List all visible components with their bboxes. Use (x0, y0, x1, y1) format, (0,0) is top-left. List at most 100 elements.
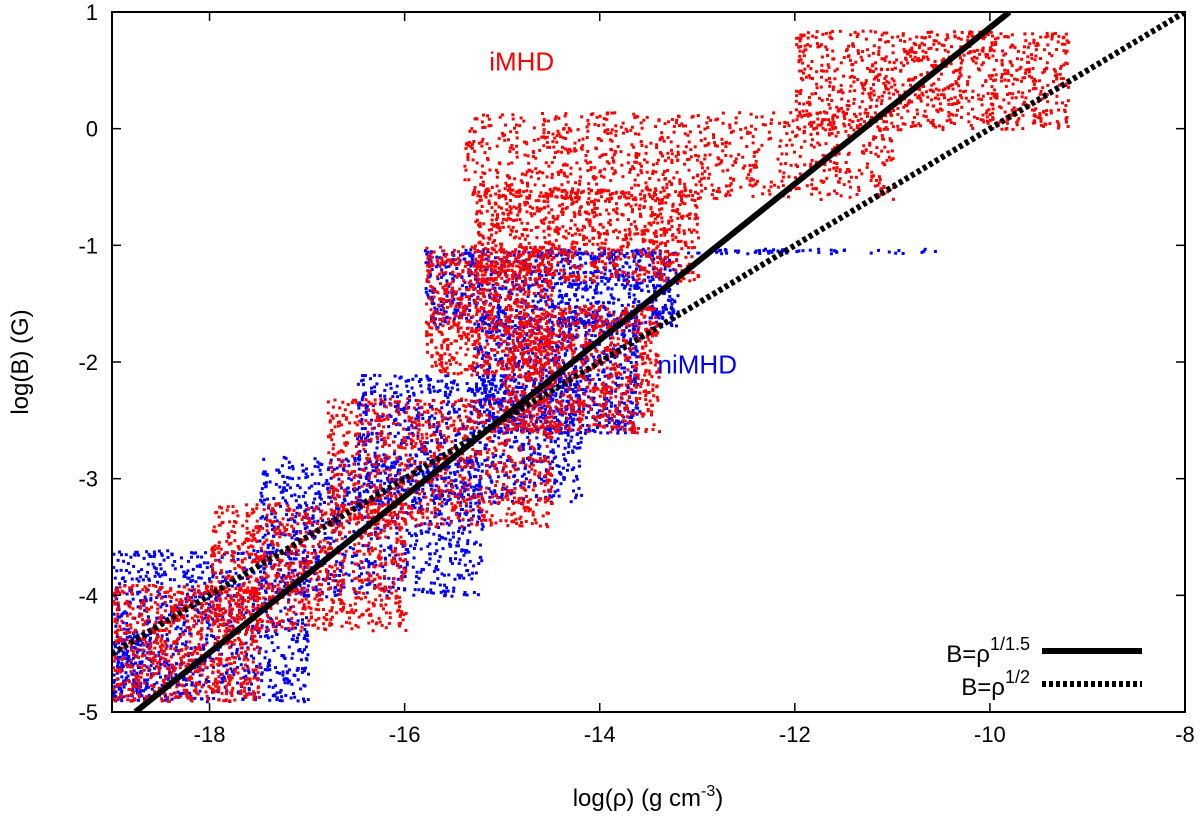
data-point (712, 133, 715, 137)
data-point (305, 616, 308, 620)
data-point (598, 421, 601, 425)
data-point (472, 400, 476, 403)
data-point (528, 360, 532, 364)
data-point (897, 249, 901, 253)
data-point (328, 542, 332, 546)
data-point (166, 556, 170, 559)
data-point (260, 585, 264, 589)
data-point (540, 406, 544, 410)
data-point (368, 581, 372, 585)
data-point (593, 334, 597, 338)
data-point (441, 476, 445, 480)
data-point (570, 435, 574, 439)
data-point (557, 345, 560, 349)
data-point (562, 309, 566, 313)
data-point (429, 483, 433, 487)
data-point (506, 424, 510, 428)
data-point (491, 440, 495, 443)
data-point (415, 575, 418, 579)
data-point (509, 445, 513, 449)
data-point (135, 650, 139, 654)
data-point (809, 120, 813, 124)
data-point (829, 252, 833, 256)
data-point (726, 190, 730, 194)
data-point (176, 625, 180, 629)
data-point (135, 577, 139, 581)
data-point (456, 573, 460, 577)
data-point (591, 260, 595, 264)
data-point (267, 685, 271, 689)
data-point (150, 687, 154, 691)
data-point (455, 383, 459, 387)
data-point (212, 665, 215, 669)
data-point (266, 531, 270, 535)
data-point (280, 699, 284, 703)
data-point (661, 306, 665, 309)
data-point (628, 287, 632, 291)
data-point (604, 383, 608, 387)
data-point (262, 482, 266, 486)
data-point (390, 477, 394, 481)
data-point (278, 671, 282, 675)
data-point (318, 462, 322, 466)
data-point (515, 155, 519, 159)
data-point (563, 431, 567, 434)
data-point (447, 523, 451, 527)
data-point (616, 428, 620, 432)
data-point (549, 450, 553, 454)
data-point (549, 254, 552, 258)
data-point (273, 694, 277, 698)
data-point (417, 523, 421, 527)
data-point (259, 491, 263, 495)
data-point (635, 412, 639, 416)
data-point (313, 529, 317, 533)
data-point (280, 464, 284, 468)
data-point (419, 504, 423, 508)
data-point (405, 563, 409, 567)
data-point (543, 119, 547, 123)
data-point (474, 366, 478, 370)
data-point (164, 573, 168, 577)
data-point (434, 567, 438, 571)
data-point (229, 603, 233, 607)
data-point (458, 258, 462, 262)
data-point (575, 477, 579, 481)
data-point (473, 495, 477, 499)
data-point (487, 412, 491, 416)
data-point (663, 306, 667, 310)
data-point (581, 423, 585, 427)
data-point (306, 653, 310, 657)
data-point (514, 480, 518, 484)
data-point (667, 290, 671, 293)
data-point (359, 403, 363, 407)
data-point (494, 260, 498, 264)
data-point (356, 403, 360, 407)
data-point (470, 577, 474, 581)
data-point (155, 681, 159, 685)
data-point (657, 310, 661, 314)
data-point (559, 300, 563, 304)
data-point (452, 589, 456, 593)
data-point (249, 682, 253, 686)
data-point (201, 643, 205, 647)
data-point (515, 390, 519, 394)
data-point (501, 452, 505, 456)
data-point (463, 526, 466, 530)
data-point (175, 662, 178, 666)
data-point (454, 479, 458, 482)
data-point (464, 248, 468, 252)
data-point (724, 154, 728, 157)
data-point (448, 393, 452, 397)
data-point (781, 175, 785, 179)
data-point (151, 626, 155, 630)
data-point (385, 457, 389, 461)
data-point (389, 547, 393, 551)
data-point (527, 485, 531, 489)
data-point (565, 130, 569, 134)
data-point (572, 489, 575, 493)
data-point (429, 297, 433, 301)
data-point (675, 324, 678, 328)
data-point (610, 296, 614, 300)
data-point (549, 248, 553, 252)
data-point (296, 667, 300, 671)
